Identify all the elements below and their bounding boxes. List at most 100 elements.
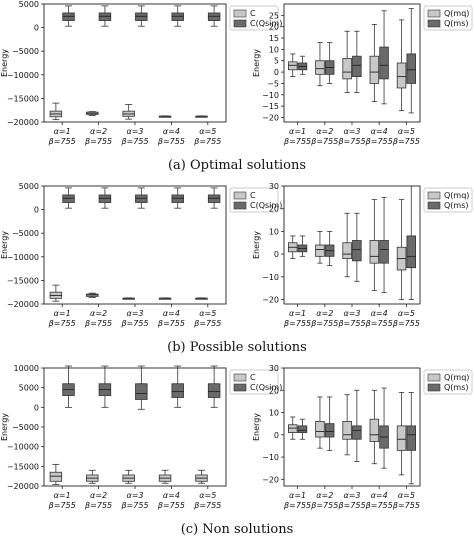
box-iqr <box>135 383 148 400</box>
y-axis-label: Energy <box>0 413 9 441</box>
y-tick-label: 15 <box>269 34 279 43</box>
box-Q(ms)-3 <box>352 212 362 282</box>
box-Q(mq)-5 <box>396 392 407 476</box>
box-C-1 <box>49 463 63 485</box>
legend-label-Q(mq): Q(mq) <box>444 9 469 18</box>
box-C(Qsim)-3 <box>135 365 148 410</box>
legend-swatch-Q(ms) <box>427 201 441 210</box>
y-tick-label: −10000 <box>7 443 39 452</box>
x-tick-label: β=755 <box>365 319 393 328</box>
y-tick-label: −15000 <box>7 462 39 471</box>
box-C(Qsim)-3 <box>135 187 148 209</box>
x-tick-label: β=755 <box>392 137 420 146</box>
x-tick-label: α=2 <box>316 127 333 136</box>
legend-swatch-C(Qsim) <box>233 201 247 210</box>
caption-possible-solutions: (b) Possible solutions <box>167 340 307 355</box>
box-C(Qsim)-5 <box>207 5 221 27</box>
x-tick-label: β=755 <box>365 501 393 510</box>
box-C-2 <box>86 292 99 298</box>
box-iqr <box>207 12 221 21</box>
y-tick-label: 10 <box>269 227 279 236</box>
x-tick-label: α=2 <box>316 309 333 318</box>
x-tick-label: β=755 <box>283 501 311 510</box>
panel-b-left: 50000−5000−10000−15000−20000Energyα=1β=7… <box>0 182 282 328</box>
y-tick-label: 0 <box>34 403 39 412</box>
x-tick-label: β=755 <box>48 137 76 146</box>
box-iqr <box>98 194 112 203</box>
box-Q(mq)-4 <box>369 389 380 465</box>
box-iqr <box>315 60 325 75</box>
box-iqr <box>379 46 389 80</box>
y-tick-label: 20 <box>269 205 279 214</box>
box-iqr <box>369 240 380 264</box>
x-tick-label: α=5 <box>398 127 415 136</box>
y-axis-label: Energy <box>252 231 261 259</box>
y-tick-label: 10 <box>269 45 279 54</box>
box-Q(ms)-4 <box>379 196 389 294</box>
x-tick-label: α=2 <box>90 309 107 318</box>
x-tick-label: α=5 <box>199 309 216 318</box>
box-Q(ms)-2 <box>324 230 335 266</box>
box-iqr <box>171 194 184 203</box>
x-tick-label: β=755 <box>157 319 185 328</box>
y-tick-label: 0 <box>34 206 39 215</box>
box-iqr <box>342 421 352 440</box>
x-tick-label: α=3 <box>126 491 143 500</box>
panel-c-left: 10000 5000 0 −5000 −10000 −15000 −20000 Energy α… <box>0 364 282 510</box>
box-Q(mq)-1 <box>287 53 298 78</box>
box-Q(mq)-2 <box>315 42 325 87</box>
x-tick-label: α=2 <box>90 491 107 500</box>
box-C(Qsim)-2 <box>98 187 112 209</box>
y-tick-label: −10 <box>262 91 279 100</box>
box-Q(ms)-2 <box>324 396 335 451</box>
y-tick-label: 5 <box>274 57 279 66</box>
x-tick-label: α=1 <box>54 491 71 500</box>
legend-swatch-Q(mq) <box>427 373 441 382</box>
box-iqr <box>406 235 417 269</box>
x-tick-label: β=755 <box>48 319 76 328</box>
x-tick-label: β=755 <box>310 137 338 146</box>
box-C(Qsim)-5 <box>207 365 221 408</box>
box-Q(mq)-1 <box>287 235 298 260</box>
x-tick-label: β=755 <box>48 501 76 510</box>
box-Q(ms)-5 <box>406 392 417 485</box>
legend-swatch-Q(ms) <box>427 19 441 28</box>
box-iqr <box>207 383 221 398</box>
y-tick-label: −10000 <box>7 253 39 262</box>
x-tick-label: β=755 <box>193 501 221 510</box>
y-tick-label: −20000 <box>7 482 39 491</box>
box-C-5 <box>195 297 208 300</box>
y-tick-label: −15000 <box>7 276 39 285</box>
x-tick-label: β=755 <box>283 137 311 146</box>
x-tick-label: β=755 <box>337 501 365 510</box>
box-C-4 <box>158 115 172 118</box>
box-C-1 <box>49 102 63 121</box>
legend-label-C(Qsim): C(Qsim) <box>250 201 282 210</box>
legend-label-Q(ms): Q(ms) <box>444 19 469 28</box>
box-C(Qsim)-1 <box>62 365 75 408</box>
box-iqr <box>207 194 221 203</box>
box-iqr <box>396 62 407 89</box>
x-tick-label: β=755 <box>84 319 112 328</box>
x-tick-label: α=1 <box>289 127 306 136</box>
y-tick-label: −15 <box>262 102 279 111</box>
box-Q(ms)-2 <box>324 42 335 84</box>
legend-swatch-C <box>233 373 247 382</box>
y-tick-label: 10000 <box>14 364 39 373</box>
x-tick-label: α=5 <box>398 491 415 500</box>
y-tick-label: 5000 <box>19 384 39 393</box>
y-tick-label: −20 <box>262 295 279 304</box>
x-tick-label: α=2 <box>316 491 333 500</box>
box-iqr <box>396 425 407 451</box>
box-Q(mq)-4 <box>369 199 380 291</box>
x-tick-label: β=755 <box>337 137 365 146</box>
x-tick-label: β=755 <box>84 501 112 510</box>
box-C(Qsim)-5 <box>207 187 221 209</box>
legend-swatch-C <box>233 191 247 200</box>
caption-non-solutions: (c) Non solutions <box>180 522 294 537</box>
box-C(Qsim)-1 <box>62 187 75 209</box>
box-iqr <box>352 240 362 262</box>
box-iqr <box>324 423 335 438</box>
x-tick-label: α=4 <box>371 127 388 136</box>
y-tick-label: −5000 <box>12 423 39 432</box>
